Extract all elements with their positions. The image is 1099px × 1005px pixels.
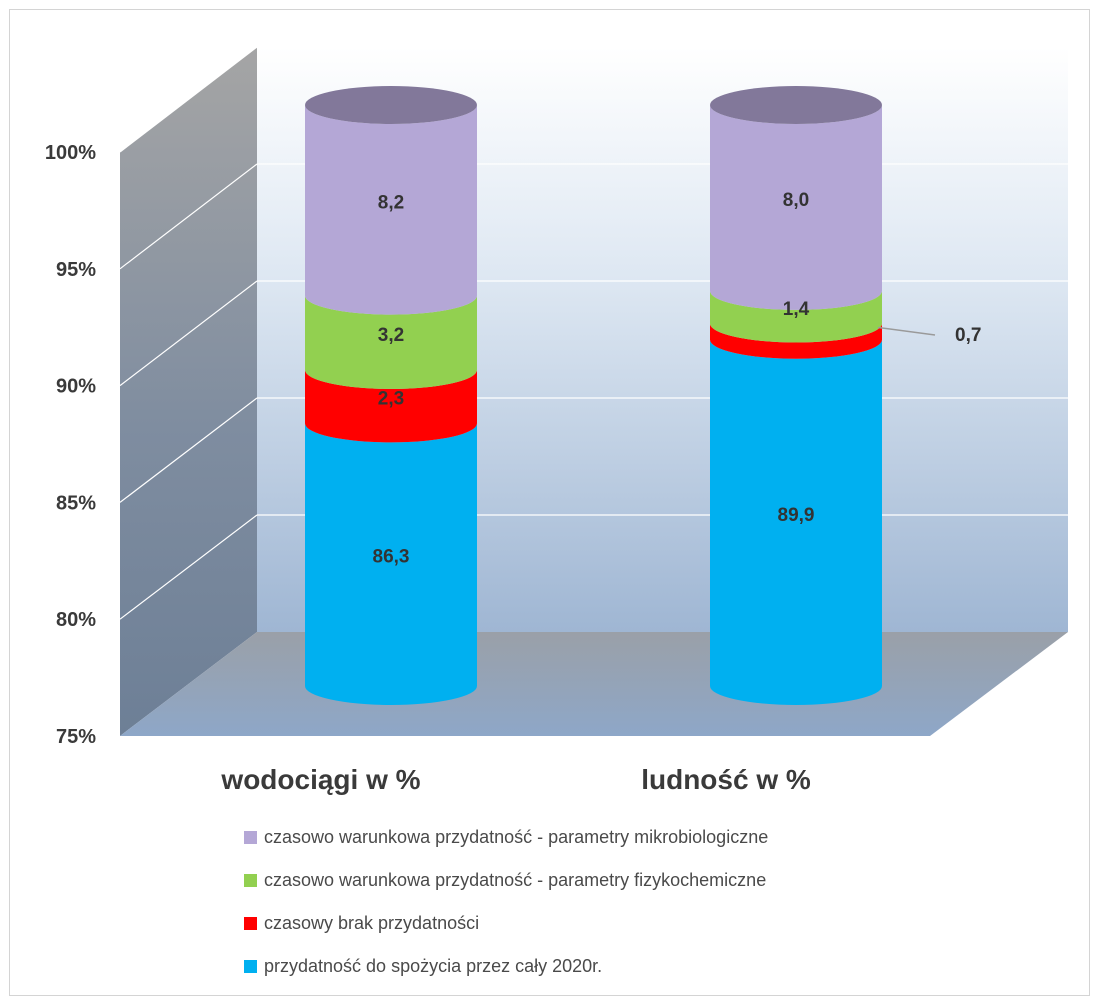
chart-walls <box>120 47 1068 736</box>
data-label: 0,7 <box>955 325 981 346</box>
x-category-label: wodociągi w % <box>220 764 420 795</box>
side-wall <box>120 47 257 736</box>
legend-item: czasowo warunkowa przydatność - parametr… <box>244 869 768 891</box>
legend: czasowo warunkowa przydatność - parametr… <box>244 826 768 998</box>
bar-segment <box>305 105 477 315</box>
y-tick-label: 90% <box>56 376 96 398</box>
legend-swatch <box>244 830 257 844</box>
data-label: 86,3 <box>373 547 410 568</box>
legend-item: czasowo warunkowa przydatność - parametr… <box>244 826 768 848</box>
y-tick-label: 100% <box>45 142 96 164</box>
y-tick-label: 75% <box>56 726 96 748</box>
data-label: 8,2 <box>378 192 404 213</box>
data-label: 89,9 <box>778 505 815 526</box>
y-tick-label: 85% <box>56 492 96 514</box>
x-category-label: ludność w % <box>641 764 811 795</box>
bar-segment <box>710 105 882 310</box>
bar-top-cap <box>305 86 477 124</box>
legend-label: czasowo warunkowa przydatność - parametr… <box>264 826 769 847</box>
bar-segment <box>305 369 477 443</box>
gridline-side <box>119 397 258 503</box>
gridline-side <box>119 514 258 620</box>
bar-segment <box>710 290 882 343</box>
data-label: 1,4 <box>783 299 810 320</box>
legend-swatch <box>244 873 257 887</box>
legend-item: przydatność do spożycia przez cały 2020r… <box>244 955 768 977</box>
gridline-side <box>119 46 258 153</box>
legend-label: czasowy brak przydatności <box>264 912 480 933</box>
data-label: 3,2 <box>378 325 404 346</box>
gridline-side <box>119 163 258 270</box>
legend-swatch <box>244 959 257 973</box>
gridline-side <box>119 280 258 387</box>
bar-top-cap <box>710 86 882 124</box>
legend-item: czasowy brak przydatności <box>244 912 768 934</box>
leader-line <box>877 326 936 336</box>
floor <box>120 632 1068 736</box>
y-tick-label: 95% <box>56 259 96 281</box>
y-axis-ticks: 75% 80% 85% 90% 95% 100% <box>45 142 96 748</box>
legend-swatch <box>244 916 257 930</box>
legend-label: czasowo warunkowa przydatność - parametr… <box>264 869 767 890</box>
y-tick-label: 80% <box>56 609 96 631</box>
category-labels: wodociągi w % ludność w % <box>220 764 810 795</box>
bars: 86,3 2,3 3,2 8,2 89,9 0,7 1,4 8,0 <box>305 86 981 705</box>
data-label: 2,3 <box>378 389 404 410</box>
legend-label: przydatność do spożycia przez cały 2020r… <box>264 955 603 976</box>
bar-segment <box>710 323 882 359</box>
bar-segment <box>305 423 477 705</box>
bar-segment <box>305 295 477 389</box>
data-label: 8,0 <box>783 190 809 211</box>
bar-segment <box>710 339 882 705</box>
